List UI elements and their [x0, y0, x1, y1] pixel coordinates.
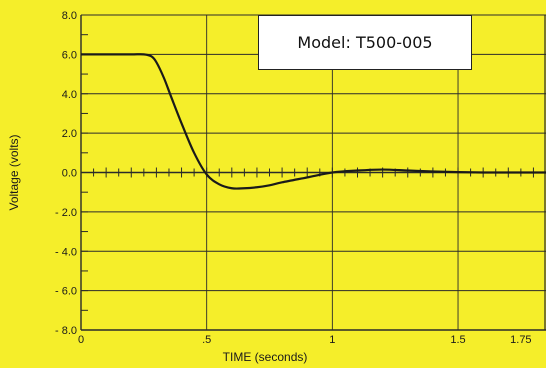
y-tick-label: - 4.0: [55, 246, 77, 258]
model-label-box: Model: T500-005: [258, 15, 472, 70]
x-tick-label: 1.75: [510, 334, 531, 346]
y-tick-label: 2.0: [62, 128, 77, 140]
x-tick-label: 1.5: [450, 334, 465, 346]
y-tick-label: - 2.0: [55, 207, 77, 219]
model-label: Model: T500-005: [297, 33, 433, 52]
series-line-0: [81, 53, 546, 190]
x-axis-title: TIME (seconds): [223, 350, 308, 364]
y-tick-label: 6.0: [62, 49, 77, 61]
x-tick-label: 1: [329, 334, 335, 346]
y-tick-label: 8.0: [62, 10, 77, 22]
y-tick-label: 4.0: [62, 89, 77, 101]
y-tick-label: 0.0: [62, 168, 77, 180]
x-tick-label: 0: [78, 334, 84, 346]
y-tick-label: - 6.0: [55, 286, 77, 298]
y-axis-title: Voltage (volts): [7, 134, 21, 210]
y-tick-label: - 8.0: [55, 325, 77, 337]
x-tick-label: .5: [202, 334, 211, 346]
